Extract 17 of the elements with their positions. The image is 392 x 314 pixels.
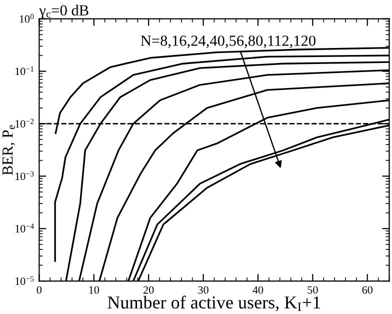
annotation: N=8,16,24,40,56,80,112,120: [140, 36, 316, 48]
x-tick-label: 50: [308, 286, 318, 294]
y-tick-label: 10$^{−4}$: [16, 224, 34, 232]
y-tick-label: 10$^{0}$: [20, 14, 34, 23]
y-tick-label: 10$^{−2}$: [16, 118, 34, 128]
x-tick-label: 0: [36, 286, 42, 294]
x-tick-label: 30: [198, 286, 208, 294]
y-tick-label: 10$^{−5}$: [16, 276, 34, 285]
x-axis-title: Number of active users, K$_{I}$+1: [108, 296, 320, 312]
x-tick-label: 20: [144, 286, 154, 294]
y-tick-label: 10$^{−3}$: [16, 171, 34, 180]
x-tick-label: 40: [252, 286, 264, 294]
x-tick-label: 10: [89, 286, 100, 294]
y-tick-label: 10$^{−1}$: [16, 66, 34, 76]
x-tick-label: 60: [362, 286, 373, 294]
chart-title: γ$_{c}$=0 dB: [39, 4, 88, 19]
y-axis-title: BER, P$_{e}$: [2, 125, 15, 176]
